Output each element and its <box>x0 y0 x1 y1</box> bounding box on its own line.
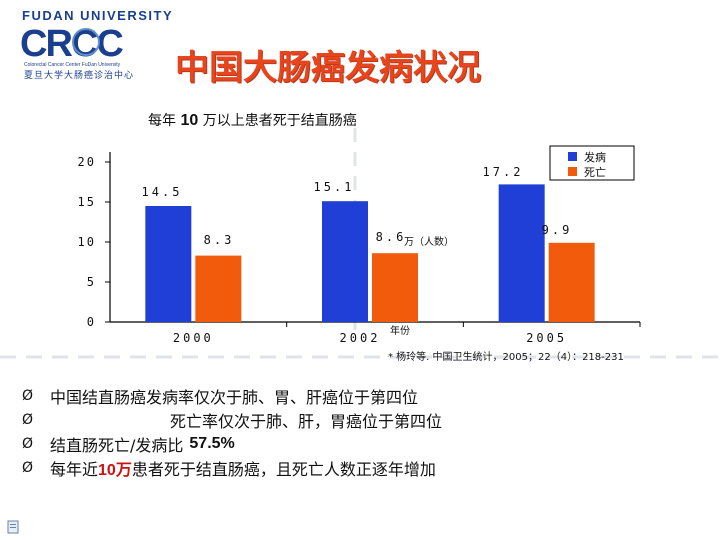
bar-死亡-2000 <box>195 255 242 322</box>
bullet-item: Ø 每年近 10万 患者死于结直肠癌，且死亡人数正逐年增加 <box>22 456 442 480</box>
source-citation: * 杨玲等. 中国卫生统计，2005；22（4）：218-231 <box>388 352 624 363</box>
highlight-number: 10万 <box>98 462 132 479</box>
bullet-text: 死亡率仅次于肺、肝，胃癌位于第四位 <box>170 412 443 431</box>
x-tick-label: 2002 <box>340 331 381 345</box>
bar-死亡-2005 <box>548 242 595 322</box>
bar-value-label: 9.9 <box>542 223 573 237</box>
bar-value-label: 8.3 <box>204 233 235 247</box>
chart-subtitle: 每年 10 万以上患者死于结直肠癌 <box>148 110 357 130</box>
bullet-arrow-icon: Ø <box>22 460 34 476</box>
bar-死亡-2002 <box>372 253 418 322</box>
bullet-text: 中国结直肠癌发病率仅次于肺、胃、肝癌位于第四位 <box>50 388 419 407</box>
bar-发病-2002 <box>322 201 368 322</box>
legend-swatch <box>568 152 577 161</box>
bullet-arrow-icon: Ø <box>22 412 34 428</box>
bar-value-label: 14.5 <box>142 185 183 199</box>
bar-value-label: 17.2 <box>483 165 524 179</box>
bullet-item: Ø 死亡率仅次于肺、肝，胃癌位于第四位 <box>22 408 442 432</box>
bar-value-label: 15.1 <box>314 180 355 194</box>
file-icon <box>7 520 19 534</box>
legend-box <box>549 145 635 181</box>
bar-发病-2000 <box>145 206 192 322</box>
bar-value-label: 8.6 <box>376 230 407 244</box>
legend-swatch <box>568 167 577 176</box>
chart-bars <box>145 184 595 322</box>
y-tick-label: 15 <box>78 195 96 209</box>
crcc-logo: CRCC <box>20 23 125 62</box>
bullet-text: 结直肠死亡/发病比 <box>50 436 184 455</box>
y-tick-label: 5 <box>87 275 96 289</box>
y-tick-labels: 0 5 10 15 20 <box>78 155 110 329</box>
x-tick-label: 2005 <box>526 331 567 345</box>
logo-emblem-icon <box>72 28 100 56</box>
bullet-arrow-icon: Ø <box>22 388 34 404</box>
legend-label: 发病 <box>584 150 606 164</box>
bullet-text-a: 每年近 <box>50 460 99 479</box>
bullet-item: Ø 中国结直肠癌发病率仅次于肺、胃、肝癌位于第四位 <box>22 384 442 408</box>
page-title: 中国大肠癌发病状况 <box>175 48 481 88</box>
y-tick-label: 10 <box>78 235 96 249</box>
x-tick-label: 2000 <box>173 331 214 345</box>
bar-发病-2005 <box>498 184 545 322</box>
logo-english-text: Colorectal Cancer Center FuDan Universit… <box>24 62 121 68</box>
bullet-text-b: 患者死于结直肠癌，且死亡人数正逐年增加 <box>131 460 436 479</box>
x-tick-labels: 2000 2002 2005 <box>173 322 641 345</box>
logo-university-name: FUDAN UNIVERSITY <box>22 8 174 23</box>
bullet-arrow-icon: Ø <box>22 436 34 452</box>
bar-data-labels: 14.5 8.3 15.1 8.6 17.2 9.9 <box>142 165 573 247</box>
subtitle-prefix: 每年 <box>148 113 176 129</box>
legend-label: 死亡 <box>584 165 606 179</box>
ratio-value: 57.5% <box>189 435 235 452</box>
bullet-item: Ø 结直肠死亡/发病比 57.5% <box>22 432 442 456</box>
y-tick-label: 20 <box>78 155 96 169</box>
logo-chinese-text: 夏旦大学大肠癌诊治中心 <box>24 71 135 81</box>
bullet-list: Ø 中国结直肠癌发病率仅次于肺、胃、肝癌位于第四位 Ø 死亡率仅次于肺、肝，胃癌… <box>22 384 442 480</box>
y-tick-label: 0 <box>87 315 96 329</box>
subtitle-suffix: 万以上患者死于结直肠癌 <box>202 113 357 129</box>
y-axis-label: 万（人数） <box>404 235 454 248</box>
subtitle-number: 10 <box>180 112 199 129</box>
x-axis-label: 年份 <box>390 324 410 337</box>
